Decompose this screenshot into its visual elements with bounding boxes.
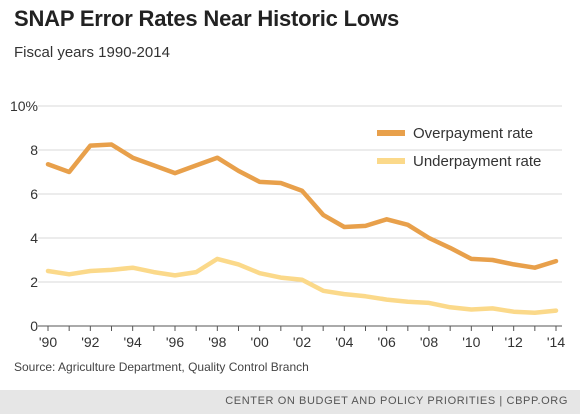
y-tick-label: 8 xyxy=(30,142,38,158)
x-tick-label: '06 xyxy=(378,334,396,350)
y-tick-label: 6 xyxy=(30,186,38,202)
legend-label-overpayment: Overpayment rate xyxy=(413,125,533,142)
legend-label-underpayment: Underpayment rate xyxy=(413,153,541,170)
x-tick-label: '14 xyxy=(547,334,565,350)
footer-bar: CENTER ON BUDGET AND POLICY PRIORITIES |… xyxy=(0,390,580,414)
x-tick-label: '96 xyxy=(166,334,184,350)
underpayment-line xyxy=(45,256,559,316)
x-tick-label: '08 xyxy=(420,334,438,350)
y-tick-label: 4 xyxy=(30,230,38,246)
x-tick-label: '02 xyxy=(293,334,311,350)
x-tick-label: '92 xyxy=(81,334,99,350)
footer-text: CENTER ON BUDGET AND POLICY PRIORITIES |… xyxy=(225,395,568,407)
chart-subtitle: Fiscal years 1990-2014 xyxy=(14,44,170,61)
x-tick-label: '10 xyxy=(462,334,480,350)
y-tick-label: 0 xyxy=(30,318,38,334)
x-tick-label: '00 xyxy=(251,334,269,350)
y-tick-label: 2 xyxy=(30,274,38,290)
y-tick-label: 10% xyxy=(10,98,38,114)
chart-title: SNAP Error Rates Near Historic Lows xyxy=(14,6,400,31)
overpayment-line xyxy=(45,142,559,270)
x-tick-label: '12 xyxy=(505,334,523,350)
x-tick-label: '90 xyxy=(39,334,57,350)
x-tick-label: '98 xyxy=(208,334,226,350)
x-tick-label: '94 xyxy=(124,334,142,350)
x-tick-label: '04 xyxy=(335,334,353,350)
source-note: Source: Agriculture Department, Quality … xyxy=(14,360,309,374)
